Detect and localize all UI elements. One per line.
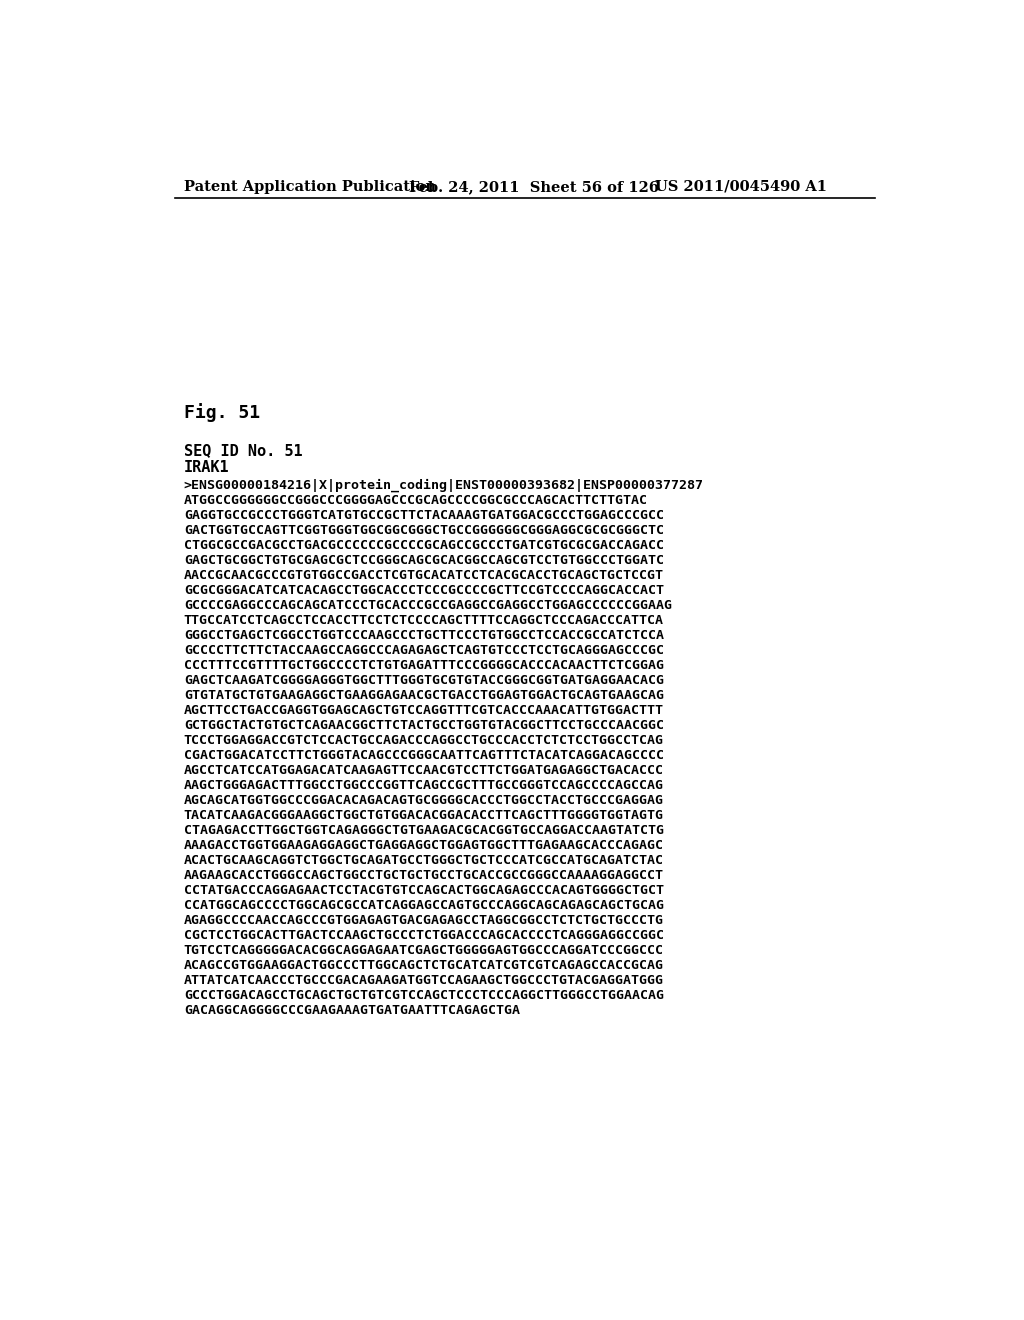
Text: GGGCCTGAGCTCGGCCTGGTCCCAAGCCCTGCTTCCCTGTGGCCTCCACCGCCATCTCCA: GGGCCTGAGCTCGGCCTGGTCCCAAGCCCTGCTTCCCTGT… [183, 628, 664, 642]
Text: AGCCTCATCCATGGAGACATCAAGAGTTCCAACGTCCTTCTGGATGAGAGGCTGACACCC: AGCCTCATCCATGGAGACATCAAGAGTTCCAACGTCCTTC… [183, 764, 664, 777]
Text: ATGGCCGGGGGGCCGGGCCCGGGGAGCCCGCAGCCCCGGCGCCCAGCACTTCTTGTAC: ATGGCCGGGGGGCCGGGCCCGGGGAGCCCGCAGCCCCGGC… [183, 494, 648, 507]
Text: TTGCCATCCTCAGCCTCCACCTTCCTCTCCCCAGCTTTTCCAGGCTCCCAGACCCATTCA: TTGCCATCCTCAGCCTCCACCTTCCTCTCCCCAGCTTTTC… [183, 614, 664, 627]
Text: CCCTTTCCGTTTTGCTGGCCCCTCTGTGAGATTTCCCGGGGCACCCACAACTTCTCGGAG: CCCTTTCCGTTTTGCTGGCCCCTCTGTGAGATTTCCCGGG… [183, 659, 664, 672]
Text: AAAGACCTGGTGGAAGAGGAGGCTGAGGAGGCTGGAGTGGCTTTGAGAAGCACCCAGAGC: AAAGACCTGGTGGAAGAGGAGGCTGAGGAGGCTGGAGTGG… [183, 840, 664, 853]
Text: AGCTTCCTGACCGAGGTGGAGCAGCTGTCCAGGTTTCGTCACCCAAACATTGTGGACTTT: AGCTTCCTGACCGAGGTGGAGCAGCTGTCCAGGTTTCGTC… [183, 704, 664, 717]
Text: GACTGGTGCCAGTTCGGTGGGTGGCGGCGGGCTGCCGGGGGGCGGGAGGCGCGCGGGCTC: GACTGGTGCCAGTTCGGTGGGTGGCGGCGGGCTGCCGGGG… [183, 524, 664, 537]
Text: AGAGGCCCCAACCAGCCCGTGGAGAGTGACGAGAGCCTAGGCGGCCTCTCTGCTGCCCTG: AGAGGCCCCAACCAGCCCGTGGAGAGTGACGAGAGCCTAG… [183, 915, 664, 927]
Text: Patent Application Publication: Patent Application Publication [183, 180, 436, 194]
Text: AACCGCAACGCCCGTGTGGCCGACCTCGTGCACATCCTCACGCACCTGCAGCTGCTCCGT: AACCGCAACGCCCGTGTGGCCGACCTCGTGCACATCCTCA… [183, 569, 664, 582]
Text: ACACTGCAAGCAGGTCTGGCTGCAGATGCCTGGGCTGCTCCCATCGCCATGCAGATCTAC: ACACTGCAAGCAGGTCTGGCTGCAGATGCCTGGGCTGCTC… [183, 854, 664, 867]
Text: SEQ ID No. 51: SEQ ID No. 51 [183, 444, 302, 458]
Text: AAGCTGGGAGACTTTGGCCTGGCCCGGTTCAGCCGCTTTGCCGGGTCCAGCCCCAGCCAG: AAGCTGGGAGACTTTGGCCTGGCCCGGTTCAGCCGCTTTG… [183, 779, 664, 792]
Text: GCCCCGAGGCCCAGCAGCATCCCTGCACCCGCCGAGGCCGAGGCCTGGAGCCCCCCGGAAG: GCCCCGAGGCCCAGCAGCATCCCTGCACCCGCCGAGGCCG… [183, 599, 672, 612]
Text: ATTATCATCAACCCTGCCCGACAGAAGATGGTCCAGAAGCTGGCCCTGTACGAGGATGGG: ATTATCATCAACCCTGCCCGACAGAAGATGGTCCAGAAGC… [183, 974, 664, 987]
Text: >ENSG00000184216|X|protein_coding|ENST00000393682|ENSP00000377287: >ENSG00000184216|X|protein_coding|ENST00… [183, 478, 703, 491]
Text: GCCCCTTCTTCTACCAAGCCAGGCCCAGAGAGCTCAGTGTCCCTCCTGCAGGGAGCCCGC: GCCCCTTCTTCTACCAAGCCAGGCCCAGAGAGCTCAGTGT… [183, 644, 664, 657]
Text: GCTGGCTACTGTGCTCAGAACGGCTTCTACTGCCTGGTGTACGGCTTCCTGCCCAACGGC: GCTGGCTACTGTGCTCAGAACGGCTTCTACTGCCTGGTGT… [183, 719, 664, 733]
Text: CCATGGCAGCCCCTGGCAGCGCCATCAGGAGCCAGTGCCCAGGCAGCAGAGCAGCTGCAG: CCATGGCAGCCCCTGGCAGCGCCATCAGGAGCCAGTGCCC… [183, 899, 664, 912]
Text: US 2011/0045490 A1: US 2011/0045490 A1 [655, 180, 827, 194]
Text: GAGGTGCCGCCCTGGGTCATGTGCCGCTTCTACAAAGTGATGGACGCCCTGGAGCCCGCC: GAGGTGCCGCCCTGGGTCATGTGCCGCTTCTACAAAGTGA… [183, 508, 664, 521]
Text: GCGCGGGACATCATCACAGCCTGGCACCCTCCCGCCCCGCTTCCGTCCCCAGGCACCACT: GCGCGGGACATCATCACAGCCTGGCACCCTCCCGCCCCGC… [183, 583, 664, 597]
Text: AGCAGCATGGTGGCCCGGACACAGACAGTGCGGGGCACCCTGGCCTACCTGCCCGAGGAG: AGCAGCATGGTGGCCCGGACACAGACAGTGCGGGGCACCC… [183, 795, 664, 807]
Text: AAGAAGCACCTGGGCCAGCTGGCCTGCTGCTGCCTGCACCGCCGGGCCAAAAGGAGGCCT: AAGAAGCACCTGGGCCAGCTGGCCTGCTGCTGCCTGCACC… [183, 869, 664, 882]
Text: TCCCTGGAGGACCGTCTCCACTGCCAGACCCAGGCCTGCCCACCTCTCTCCTGGCCTCAG: TCCCTGGAGGACCGTCTCCACTGCCAGACCCAGGCCTGCC… [183, 734, 664, 747]
Text: CCTATGACCCAGGAGAACTCCTACGTGTCCAGCACTGGCAGAGCCCACAGTGGGGCTGCT: CCTATGACCCAGGAGAACTCCTACGTGTCCAGCACTGGCA… [183, 884, 664, 898]
Text: Fig. 51: Fig. 51 [183, 403, 260, 422]
Text: CTAGAGACCTTGGCTGGTCAGAGGGCTGTGAAGACGCACGGTGCCAGGACCAAGTATCTG: CTAGAGACCTTGGCTGGTCAGAGGGCTGTGAAGACGCACG… [183, 824, 664, 837]
Text: GACAGGCAGGGGCCCGAAGAAAGTGATGAATTTCAGAGCTGA: GACAGGCAGGGGCCCGAAGAAAGTGATGAATTTCAGAGCT… [183, 1005, 520, 1018]
Text: CGACTGGACATCCTTCTGGGTACAGCCCGGGCAATTCAGTTTCTACATCAGGACAGCCCC: CGACTGGACATCCTTCTGGGTACAGCCCGGGCAATTCAGT… [183, 748, 664, 762]
Text: TGTCCTCAGGGGGACACGGCAGGAGAATCGAGCTGGGGGAGTGGCCCAGGATCCCGGCCC: TGTCCTCAGGGGGACACGGCAGGAGAATCGAGCTGGGGGA… [183, 944, 664, 957]
Text: GTGTATGCTGTGAAGAGGCTGAAGGAGAACGCTGACCTGGAGTGGACTGCAGTGAAGCAG: GTGTATGCTGTGAAGAGGCTGAAGGAGAACGCTGACCTGG… [183, 689, 664, 702]
Text: IRAK1: IRAK1 [183, 461, 229, 475]
Text: CTGGCGCCGACGCCTGACGCCCCCCGCCCCGCAGCCGCCCTGATCGTGCGCGACCAGACC: CTGGCGCCGACGCCTGACGCCCCCCGCCCCGCAGCCGCCC… [183, 539, 664, 552]
Text: Feb. 24, 2011  Sheet 56 of 126: Feb. 24, 2011 Sheet 56 of 126 [409, 180, 658, 194]
Text: GAGCTGCGGCTGTGCGAGCGCTCCGGGCAGCGCACGGCCAGCGTCCTGTGGCCCTGGATC: GAGCTGCGGCTGTGCGAGCGCTCCGGGCAGCGCACGGCCA… [183, 554, 664, 566]
Text: GAGCTCAAGATCGGGGAGGGTGGCTTTGGGTGCGTGTACCGGGCGGTGATGAGGAACACG: GAGCTCAAGATCGGGGAGGGTGGCTTTGGGTGCGTGTACC… [183, 675, 664, 686]
Text: ACAGCCGTGGAAGGACTGGCCCTTGGCAGCTCTGCATCATCGTCGTCAGAGCCACCGCAG: ACAGCCGTGGAAGGACTGGCCCTTGGCAGCTCTGCATCAT… [183, 960, 664, 973]
Text: CGCTCCTGGCACTTGACTCCAAGCTGCCCTCTGGACCCAGCACCCCTCAGGGAGGCCGGC: CGCTCCTGGCACTTGACTCCAAGCTGCCCTCTGGACCCAG… [183, 929, 664, 942]
Text: GCCCTGGACAGCCTGCAGCTGCTGTCGTCCAGCTCCCTCCCAGGCTTGGGCCTGGAACAG: GCCCTGGACAGCCTGCAGCTGCTGTCGTCCAGCTCCCTCC… [183, 989, 664, 1002]
Text: TACATCAAGACGGGAAGGCTGGCTGTGGACACGGACACCTTCAGCTTTGGGGTGGTAGTG: TACATCAAGACGGGAAGGCTGGCTGTGGACACGGACACCT… [183, 809, 664, 822]
